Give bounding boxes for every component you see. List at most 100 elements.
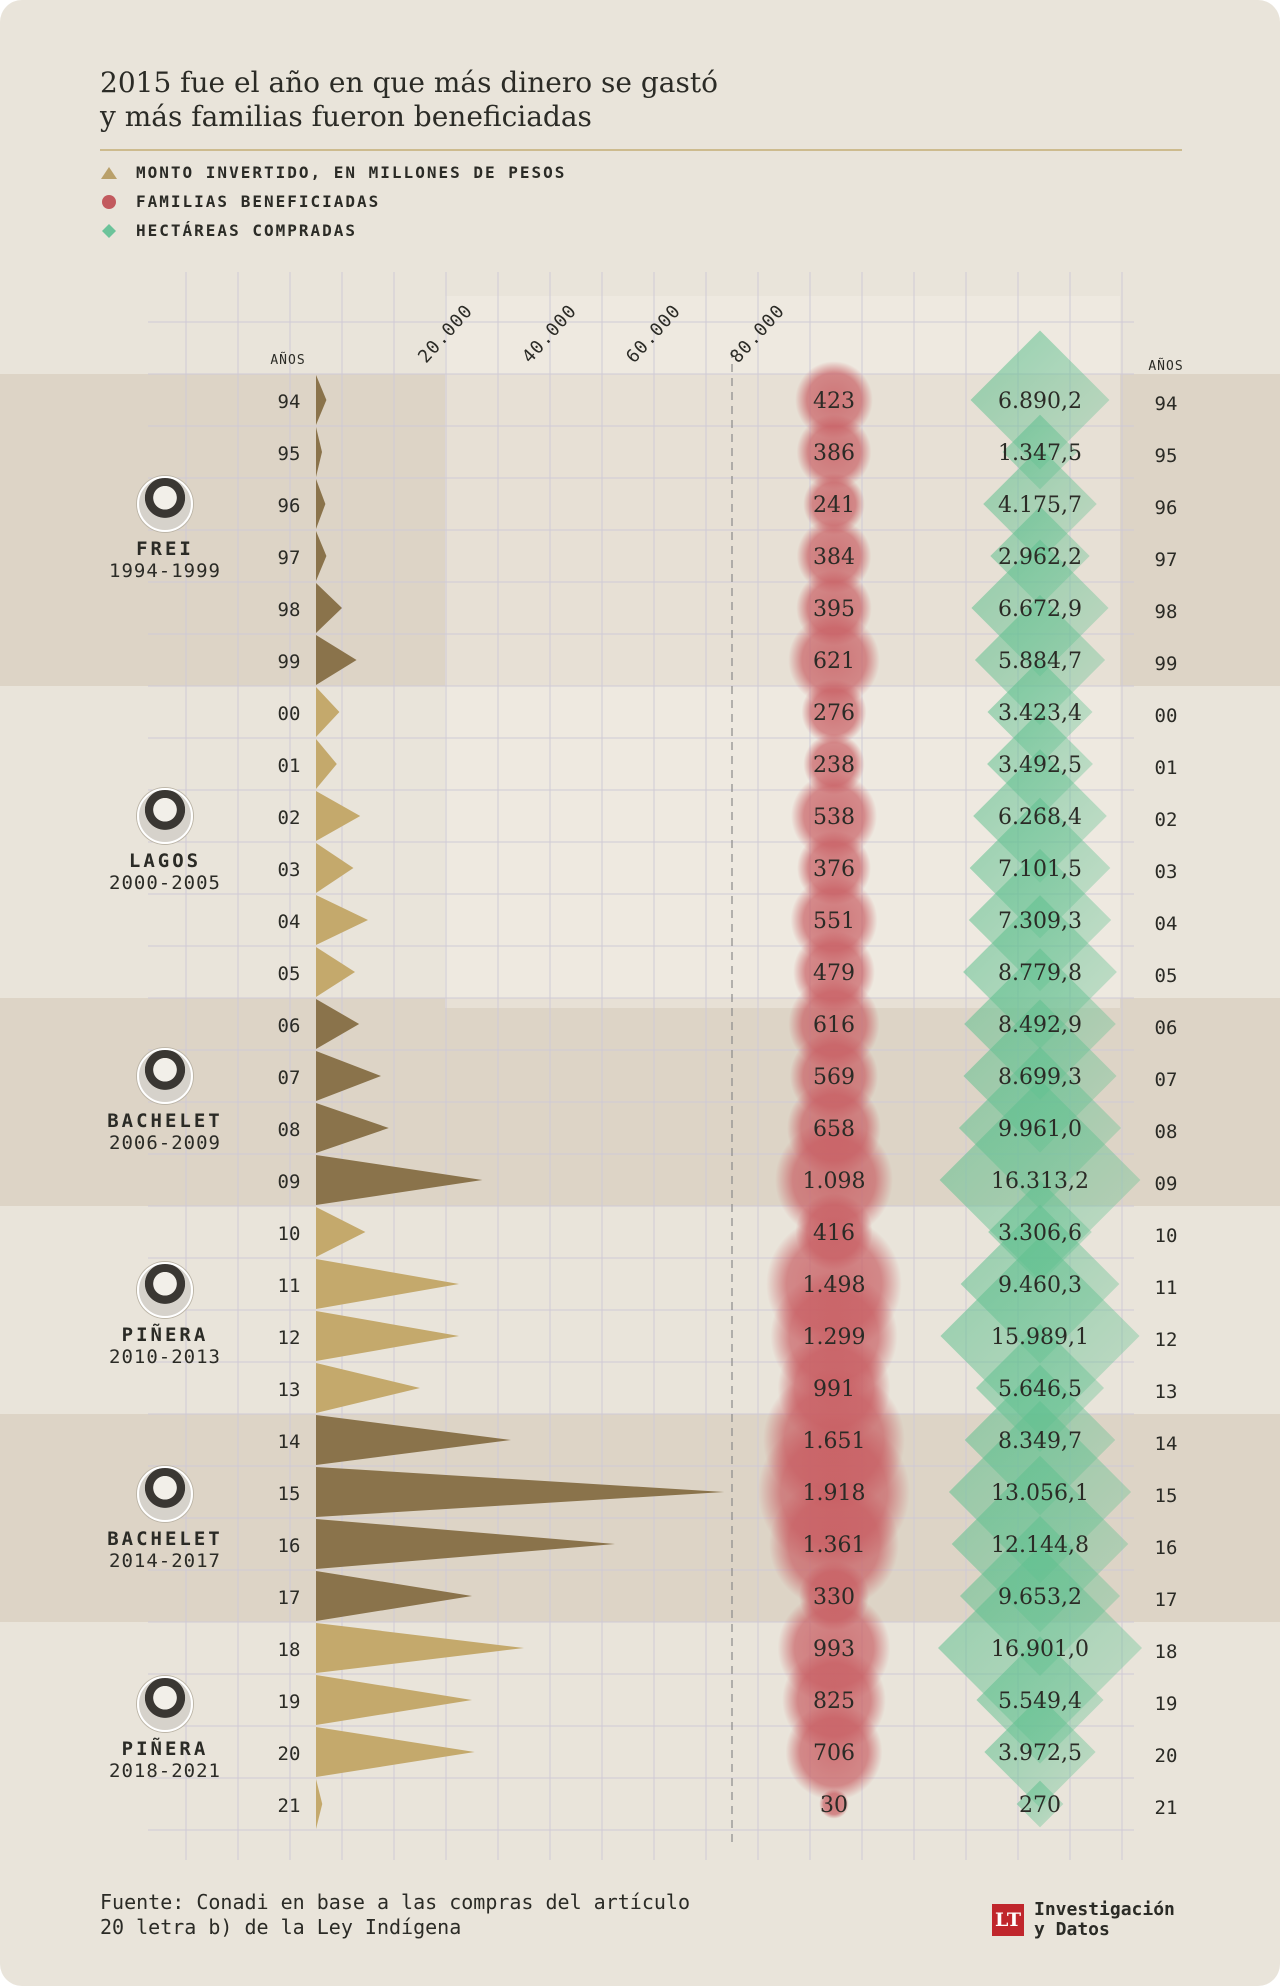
- familias-value-label: 1.498: [803, 1273, 866, 1298]
- legend-label-monto: MONTO INVERTIDO, EN MILLONES DE PESOS: [136, 163, 567, 182]
- familias-value-label: 658: [813, 1117, 855, 1142]
- monto-triangle: [316, 739, 337, 789]
- monto-triangle: [316, 999, 360, 1049]
- monto-triangle: [316, 1623, 524, 1673]
- president-pinera-2: PIÑERA 2018-2021: [40, 1676, 290, 1782]
- year-label-left: 13: [278, 1379, 301, 1401]
- source-line-1: Fuente: Conadi en base a las compras del…: [100, 1890, 691, 1914]
- year-label-right: 18: [1155, 1641, 1178, 1663]
- year-label-right: 97: [1155, 549, 1178, 571]
- hectareas-value-label: 6.672,9: [998, 597, 1082, 622]
- president-years: 2006-2009: [109, 1132, 221, 1154]
- familias-circle: [819, 1789, 849, 1819]
- year-label-left: 96: [278, 495, 301, 517]
- year-label-left: 17: [278, 1587, 301, 1609]
- year-label-left: 19: [278, 1691, 301, 1713]
- familias-value-label: 384: [813, 545, 855, 570]
- year-label-left: 06: [278, 1015, 301, 1037]
- familias-value-label: 238: [813, 753, 855, 778]
- president-name: PIÑERA: [121, 1324, 209, 1346]
- hectareas-value-label: 6.268,4: [998, 805, 1082, 830]
- familias-circle: [803, 473, 865, 535]
- avatar: [137, 1466, 193, 1522]
- year-label-left: 21: [278, 1795, 301, 1817]
- monto-triangle: [316, 895, 368, 945]
- hectareas-value-label: 16.313,2: [991, 1169, 1089, 1194]
- monto-triangle: [316, 1675, 472, 1725]
- hectareas-value-label: 9.961,0: [998, 1117, 1082, 1142]
- monto-triangle: [316, 583, 342, 633]
- familias-value-label: 395: [813, 597, 855, 622]
- brand-logo: LT: [992, 1904, 1024, 1936]
- hectareas-diamond: [939, 1079, 1141, 1281]
- year-label-left: 04: [278, 911, 301, 933]
- hectareas-value-label: 270: [1019, 1793, 1061, 1818]
- title-divider: [100, 149, 1182, 151]
- legend-item-familias: FAMILIAS BENEFICIADAS: [100, 187, 566, 216]
- familias-value-label: 706: [813, 1741, 855, 1766]
- familias-value-label: 551: [813, 909, 855, 934]
- hectareas-value-label: 5.646,5: [998, 1377, 1082, 1402]
- year-label-right: 16: [1155, 1537, 1178, 1559]
- year-label-right: 17: [1155, 1589, 1178, 1611]
- familias-value-label: 569: [813, 1065, 855, 1090]
- legend-label-familias: FAMILIAS BENEFICIADAS: [136, 192, 381, 211]
- hectareas-value-label: 13.056,1: [991, 1481, 1089, 1506]
- hectareas-diamond: [983, 447, 1097, 561]
- hectareas-value-label: 3.972,5: [998, 1741, 1082, 1766]
- president-name: FREI: [136, 538, 194, 560]
- year-label-left: 16: [278, 1535, 301, 1557]
- monto-triangle: [316, 1519, 615, 1569]
- familias-value-label: 241: [813, 493, 855, 518]
- brand-line-1: Investigación: [1034, 1899, 1175, 1920]
- familias-value-label: 616: [813, 1013, 855, 1038]
- avatar: [137, 476, 193, 532]
- avatar: [137, 1262, 193, 1318]
- circle-icon: [102, 194, 116, 209]
- year-label-right: 94: [1155, 393, 1178, 415]
- year-label-right: 96: [1155, 497, 1178, 519]
- year-label-right: 06: [1155, 1017, 1178, 1039]
- year-label-right: 12: [1155, 1329, 1178, 1351]
- president-years: 2000-2005: [109, 872, 221, 894]
- year-label-right: 01: [1155, 757, 1178, 779]
- legend: MONTO INVERTIDO, EN MILLONES DE PESOS FA…: [100, 158, 566, 245]
- president-bachelet-2: BACHELET 2014-2017: [40, 1466, 290, 1572]
- monto-triangle: [316, 1571, 472, 1621]
- year-label-left: 99: [278, 651, 301, 673]
- year-label-left: 10: [278, 1223, 301, 1245]
- year-label-left: 94: [278, 391, 301, 413]
- year-label-right: 19: [1155, 1693, 1178, 1715]
- brand-name: Investigación y Datos: [1034, 1900, 1175, 1940]
- years-header-right: AÑOS: [1148, 358, 1183, 374]
- chart-title: 2015 fue el año en que más dinero se gas…: [100, 66, 1000, 134]
- year-label-right: 21: [1155, 1797, 1178, 1819]
- hectareas-value-label: 8.492,9: [998, 1013, 1082, 1038]
- monto-triangle: [316, 947, 355, 997]
- familias-value-label: 276: [813, 701, 855, 726]
- source-line-2: 20 letra b) de la Ley Indígena: [100, 1915, 462, 1939]
- year-label-right: 03: [1155, 861, 1178, 883]
- monto-triangle: [316, 1207, 366, 1257]
- hectareas-value-label: 5.884,7: [998, 649, 1082, 674]
- legend-item-hectareas: HECTÁREAS COMPRADAS: [100, 216, 566, 245]
- hectareas-value-label: 3.306,6: [998, 1221, 1082, 1246]
- hectareas-value-label: 4.175,7: [998, 493, 1082, 518]
- hectareas-diamond: [1016, 1780, 1064, 1828]
- familias-circle: [801, 679, 867, 745]
- year-label-left: 15: [278, 1483, 301, 1505]
- monto-triangle: [316, 1051, 381, 1101]
- hectareas-value-label: 1.347,5: [998, 441, 1082, 466]
- year-label-right: 13: [1155, 1381, 1178, 1403]
- year-label-right: 09: [1155, 1173, 1178, 1195]
- familias-circle: [795, 361, 873, 439]
- president-years: 2018-2021: [109, 1760, 221, 1782]
- monto-triangle: [316, 427, 322, 477]
- year-label-right: 07: [1155, 1069, 1178, 1091]
- year-label-left: 05: [278, 963, 301, 985]
- hectareas-value-label: 8.699,3: [998, 1065, 1082, 1090]
- president-years: 2014-2017: [109, 1550, 221, 1572]
- monto-triangle: [316, 1727, 475, 1777]
- year-label-right: 05: [1155, 965, 1178, 987]
- year-label-right: 15: [1155, 1485, 1178, 1507]
